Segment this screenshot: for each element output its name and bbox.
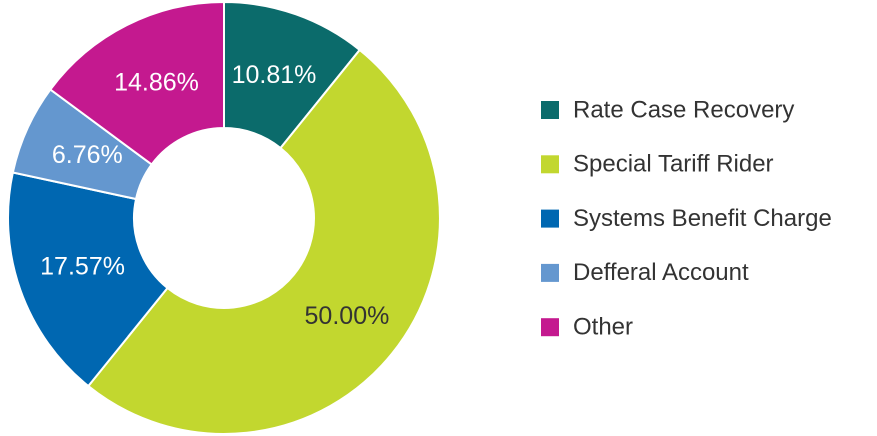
legend-label: Systems Benefit Charge bbox=[573, 205, 832, 232]
legend-label: Rate Case Recovery bbox=[573, 96, 794, 123]
data-label: 17.57% bbox=[40, 253, 125, 281]
legend-swatch bbox=[541, 263, 559, 282]
data-label: 6.76% bbox=[52, 141, 123, 169]
slice bbox=[48, 0, 225, 166]
slice bbox=[7, 171, 169, 388]
slice bbox=[86, 48, 441, 435]
legend-label: Other bbox=[573, 314, 633, 341]
legend-swatch bbox=[541, 209, 559, 228]
legend-label: Defferal Account bbox=[573, 259, 749, 286]
data-label: 14.86% bbox=[114, 69, 199, 97]
legend-swatch bbox=[541, 155, 559, 174]
legend-swatch bbox=[541, 101, 559, 119]
data-label: 50.00% bbox=[305, 302, 390, 330]
legend-label: Special Tariff Rider bbox=[573, 151, 774, 178]
legend-swatch bbox=[541, 318, 559, 337]
data-label: 10.81% bbox=[232, 61, 317, 89]
